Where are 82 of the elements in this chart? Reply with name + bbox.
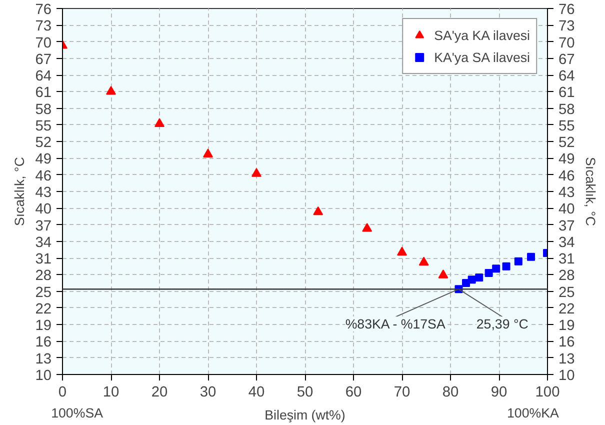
y-tick-label: 55 [35,118,52,134]
point [492,264,500,273]
y-tick-label: 46 [35,168,52,184]
point [106,86,116,95]
point [362,222,372,232]
x-axis-title: Bileşim (wt%) [264,408,346,422]
point [154,118,164,127]
y-tick-label: 73 [35,18,52,35]
point [203,148,213,158]
y-tick-label: 61 [35,85,52,102]
y-tick-label: 13 [35,351,52,368]
x-tick-label: 60 [345,384,362,400]
y2-tick-label: 55 [558,118,575,134]
y2-tick-label: 70 [558,35,575,52]
point [484,269,493,278]
text: 100%KA [507,406,559,420]
y-tick-label: 64 [35,68,52,85]
text: 100%SA [51,406,104,420]
y2-tick-label: 43 [558,185,575,201]
point [418,256,429,266]
x-tick-label: 50 [296,384,314,400]
annotation: %83KA - %17SA [345,316,446,332]
y-tick-label: 16 [35,334,52,351]
x-tick-label: 70 [394,384,410,400]
y2-tick-label: 10 [558,368,575,384]
y-tick-label: 49 [35,152,52,168]
x-tick-label: 20 [151,384,168,400]
y-tick-label: 76 [35,2,52,18]
y-tick-label: 25 [35,284,52,301]
y-tick-label: 31 [35,252,52,268]
y2-tick-label: 52 [558,135,575,152]
y-tick-label: 28 [35,268,52,284]
point [527,252,536,261]
x-tick-label: 0 [58,384,67,400]
point [252,168,262,177]
y2-tick-label: 67 [558,52,575,68]
legend-label: KA'ya SA ilavesi [434,50,530,64]
point [468,276,476,284]
y2-tick-label: 25 [558,284,575,301]
y2-tick-label: 73 [558,18,575,35]
y2-tick-label: 49 [558,152,575,168]
y-tick-label: 70 [35,35,52,52]
point [438,270,448,278]
y2-tick-label: 13 [558,351,575,368]
point [502,262,510,270]
y2-tick-label: 31 [558,252,575,268]
y2-tick-label: 76 [558,2,575,18]
y2-tick-label: 64 [558,68,575,85]
y2-tick-label: 37 [558,218,575,234]
point [313,206,324,216]
y-tick-label: 52 [35,135,52,152]
y-tick-label: 37 [35,218,52,234]
y2-axis-title: Sıcaklık, °C [582,156,598,226]
x-tick-label: 90 [490,384,508,400]
y-axis-title: Sıcaklık, °C [12,156,28,226]
y2-tick-label: 22 [558,301,575,318]
y-tick-label: 19 [35,318,52,334]
x-tick-label: 100 [535,384,560,400]
x-tick-label: 40 [248,384,265,400]
y-tick-label: 40 [35,202,52,218]
y2-tick-label: 61 [558,85,575,102]
y2-tick-label: 19 [558,318,575,334]
y2-tick-label: 40 [558,202,575,218]
legend-label: SA'ya KA ilavesi [434,28,530,42]
y-tick-label: 34 [35,234,52,251]
x-tick-label: 80 [442,384,459,400]
y-tick-label: 58 [35,102,52,118]
y2-tick-label: 46 [558,168,575,184]
point [397,246,407,256]
y-tick-label: 10 [35,368,52,384]
y2-tick-label: 58 [558,102,575,118]
y-tick-label: 43 [35,185,52,201]
x-tick-label: 30 [200,384,216,400]
y-tick-label: 22 [35,301,52,318]
x-tick-label: 10 [102,384,120,400]
annotation: 25,39 °C [476,316,529,332]
y2-tick-label: 34 [558,234,575,251]
y2-tick-label: 16 [558,334,575,351]
point [514,257,522,266]
point [475,273,484,282]
y-tick-label: 67 [35,52,52,68]
y2-tick-label: 28 [558,268,575,284]
